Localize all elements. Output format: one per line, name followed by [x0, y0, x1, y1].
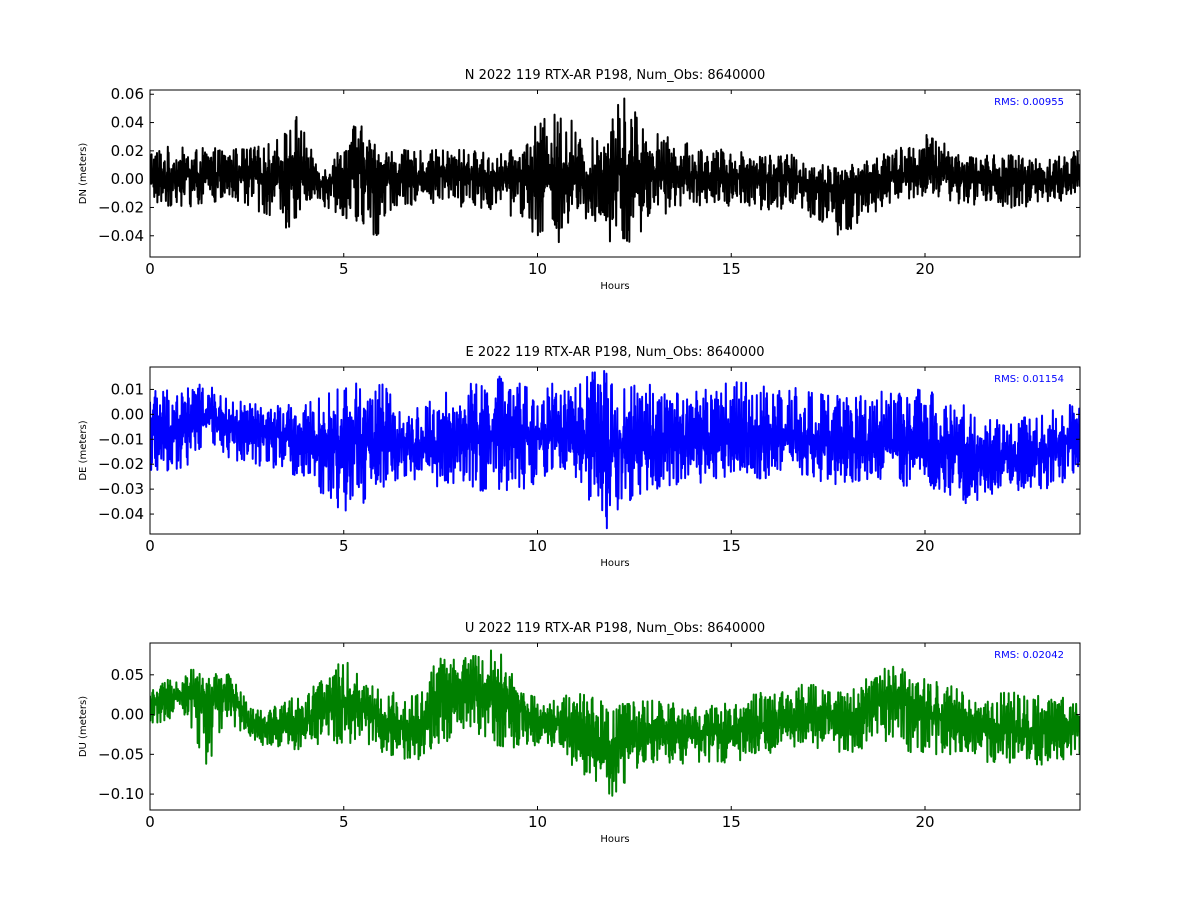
x-tick-label: 5 [339, 813, 349, 831]
x-tick-label: 0 [145, 813, 155, 831]
y-tick-label: 0.06 [111, 85, 144, 103]
x-tick-label: 10 [528, 813, 547, 831]
x-axis: 0 5 10 15 20 [145, 367, 935, 555]
y-tick-label: −0.02 [98, 198, 144, 216]
y-axis-label: DN (meters) [78, 143, 89, 205]
series-line [150, 97, 1080, 244]
y-tick-label: 0.00 [111, 405, 144, 423]
x-tick-label: 10 [528, 537, 547, 555]
rms-annotation: RMS: 0.02042 [994, 650, 1064, 661]
y-axis: −0.04 −0.02 0.00 0.02 0.04 0.06 [98, 85, 1080, 245]
y-tick-label: 0.04 [111, 114, 144, 132]
y-axis: −0.10 −0.05 0.00 0.05 [98, 666, 1080, 803]
plot-area [150, 649, 1080, 797]
y-axis-label: DE (meters) [78, 420, 89, 480]
x-axis-label: Hours [600, 558, 629, 569]
x-tick-label: 0 [145, 260, 155, 278]
x-tick-label: 15 [722, 260, 741, 278]
x-tick-label: 15 [722, 813, 741, 831]
y-tick-label: −0.02 [98, 455, 144, 473]
x-axis-label: Hours [600, 281, 629, 292]
y-tick-label: 0.00 [111, 170, 144, 188]
x-tick-label: 10 [528, 260, 547, 278]
x-axis: 0 5 10 15 20 [145, 643, 935, 831]
y-tick-label: 0.05 [111, 666, 144, 684]
plot-area [150, 97, 1080, 244]
y-tick-label: −0.01 [98, 430, 144, 448]
rms-annotation: RMS: 0.00955 [994, 97, 1064, 108]
x-tick-label: 5 [339, 537, 349, 555]
panel-title: U 2022 119 RTX-AR P198, Num_Obs: 8640000 [465, 621, 765, 636]
plot-area [150, 370, 1080, 530]
y-tick-label: −0.04 [98, 227, 144, 245]
y-tick-label: 0.00 [111, 706, 144, 724]
y-axis-label: DU (meters) [78, 696, 89, 757]
x-axis-label: Hours [600, 834, 629, 845]
series-line [150, 649, 1080, 797]
panel-north: N 2022 119 RTX-AR P198, Num_Obs: 8640000… [78, 68, 1081, 292]
series-line [150, 370, 1080, 530]
x-tick-label: 15 [722, 537, 741, 555]
y-tick-label: 0.02 [111, 142, 144, 160]
x-axis: 0 5 10 15 20 [145, 90, 935, 278]
x-tick-label: 0 [145, 537, 155, 555]
y-tick-label: −0.05 [98, 745, 144, 763]
panel-up: U 2022 119 RTX-AR P198, Num_Obs: 8640000… [78, 621, 1081, 845]
x-tick-label: 20 [915, 813, 934, 831]
panel-title: N 2022 119 RTX-AR P198, Num_Obs: 8640000 [465, 68, 765, 83]
rms-annotation: RMS: 0.01154 [994, 374, 1064, 385]
plot-frame [149, 89, 1081, 258]
panel-title: E 2022 119 RTX-AR P198, Num_Obs: 8640000 [466, 345, 765, 360]
x-tick-label: 5 [339, 260, 349, 278]
plot-frame [149, 642, 1081, 811]
y-tick-label: −0.04 [98, 505, 144, 523]
x-tick-label: 20 [915, 537, 934, 555]
y-axis: −0.04 −0.03 −0.02 −0.01 0.00 0.01 [98, 380, 1080, 523]
x-tick-label: 20 [915, 260, 934, 278]
y-tick-label: −0.03 [98, 480, 144, 498]
plot-frame [149, 366, 1081, 535]
panel-east: E 2022 119 RTX-AR P198, Num_Obs: 8640000… [78, 345, 1081, 569]
y-tick-label: −0.10 [98, 785, 144, 803]
y-tick-label: 0.01 [111, 380, 144, 398]
